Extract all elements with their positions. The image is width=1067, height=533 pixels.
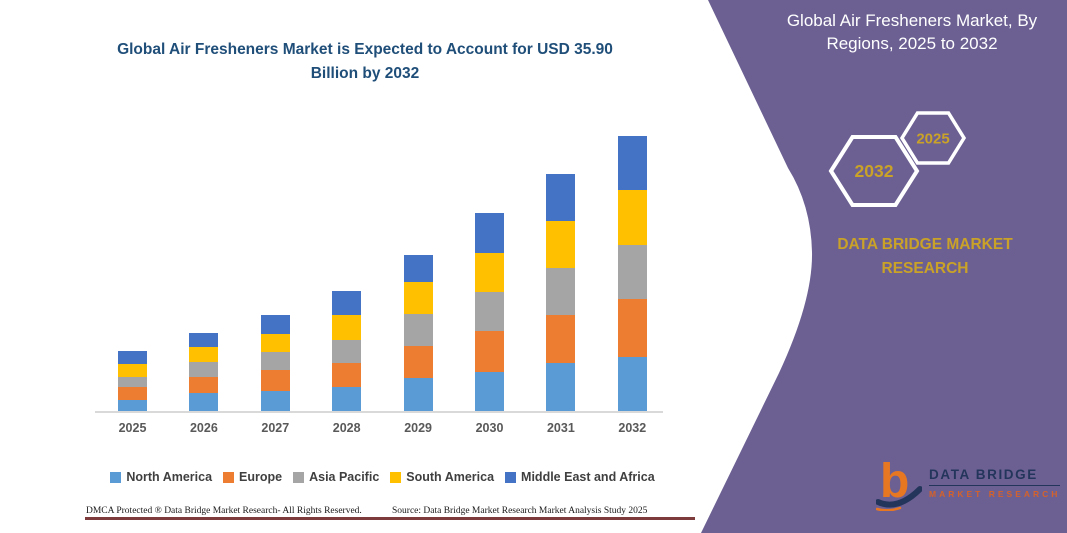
bar-segment-asia-pacific-2026 (189, 362, 219, 378)
bar-segment-north-america-2030 (475, 371, 504, 411)
years-hexagons: 2032 2025 (828, 111, 967, 207)
hexagon-2025 (899, 111, 967, 165)
hexagon-2032-label: 2032 (855, 161, 894, 181)
bar-segment-europe-2025 (118, 386, 147, 401)
legend-item-middle-east-and-africa: Middle East and Africa (505, 470, 655, 484)
bar-segment-middle-east-and-africa-2026 (189, 332, 219, 347)
bar-segment-north-america-2027 (260, 391, 290, 411)
legend-item-asia-pacific: Asia Pacific (293, 470, 379, 484)
bar-segment-europe-2030 (475, 331, 504, 372)
company-logo: b DATA BRIDGE MARKET RESEARCH (876, 455, 1061, 511)
footer-divider-line (85, 517, 695, 520)
x-axis-line (95, 411, 663, 413)
chart-title: Global Air Fresheners Market is Expected… (117, 41, 613, 83)
legend-swatch-north-america (110, 471, 122, 483)
bar-segment-middle-east-and-africa-2025 (118, 351, 147, 365)
logo-line2: MARKET RESEARCH (929, 489, 1061, 499)
legend: North America Europe Asia Pacific South Ame… (95, 470, 670, 484)
bar-segment-asia-pacific-2028 (332, 339, 362, 363)
bar-segment-south-america-2026 (189, 346, 219, 362)
bar-2026 (189, 332, 219, 411)
bar-segment-asia-pacific-2030 (475, 292, 504, 332)
bar-segment-south-america-2028 (332, 315, 362, 340)
legend-swatch-europe (223, 471, 235, 483)
bar-segment-south-america-2032 (617, 189, 647, 245)
bar-segment-asia-pacific-2027 (260, 352, 290, 371)
logo-line1: DATA BRIDGE (929, 467, 1061, 486)
legend-item-europe: Europe (223, 470, 282, 484)
bar-segment-north-america-2028 (332, 386, 362, 411)
logo-text: DATA BRIDGE MARKET RESEARCH (929, 467, 1061, 499)
logo-b-icon: b (876, 455, 922, 511)
legend-item-south-america: South America (390, 470, 494, 484)
bar-segment-asia-pacific-2031 (546, 267, 576, 315)
x-axis-label-2032: 2032 (618, 421, 647, 435)
bar-segment-south-america-2030 (475, 253, 504, 293)
bar-segment-south-america-2027 (260, 333, 290, 353)
bar-segment-europe-2026 (189, 377, 219, 394)
legend-label-middle-east-and-africa: Middle East and Africa (521, 470, 655, 484)
bar-segment-south-america-2029 (403, 282, 433, 315)
bar-segment-north-america-2026 (189, 393, 219, 411)
bar-segment-europe-2028 (332, 362, 362, 387)
bar-2029 (403, 254, 433, 411)
bar-segment-asia-pacific-2029 (403, 314, 433, 346)
bar-segment-europe-2027 (260, 370, 290, 392)
hexagon-2032 (828, 135, 920, 207)
bar-segment-europe-2032 (617, 299, 647, 358)
bar-2030 (475, 212, 504, 411)
bar-2025 (118, 351, 147, 411)
bar-segment-asia-pacific-2032 (617, 244, 647, 300)
x-axis-label-2029: 2029 (404, 421, 432, 435)
legend-label-europe: Europe (239, 470, 283, 484)
bar-segment-middle-east-and-africa-2030 (475, 212, 504, 254)
footer-dmca-text: DMCA Protected ® Data Bridge Market Rese… (86, 506, 362, 516)
legend-item-north-america: North America (110, 470, 212, 484)
bar-segment-north-america-2031 (546, 362, 576, 411)
brand-text: DATA BRIDGE MARKET RESEARCH (837, 236, 1013, 278)
bar-segment-middle-east-and-africa-2028 (332, 290, 362, 316)
x-axis-label-2027: 2027 (261, 421, 290, 435)
bar-segment-south-america-2031 (546, 221, 576, 268)
bar-segment-north-america-2032 (617, 357, 647, 411)
x-axis-label-2026: 2026 (189, 421, 218, 435)
bar-segment-europe-2029 (403, 345, 433, 379)
bar-2032 (617, 136, 647, 411)
bar-2027 (260, 314, 290, 411)
bar-segment-south-america-2025 (118, 364, 147, 377)
bar-segment-asia-pacific-2025 (118, 376, 147, 387)
legend-label-asia-pacific: Asia Pacific (309, 470, 380, 484)
bar-2028 (332, 290, 362, 411)
legend-swatch-asia-pacific (293, 471, 305, 483)
x-axis-label-2028: 2028 (332, 421, 361, 435)
legend-label-north-america: North America (126, 470, 213, 484)
bar-segment-europe-2031 (546, 314, 576, 363)
footer-source-text: Source: Data Bridge Market Research Mark… (392, 506, 648, 516)
bar-2031 (546, 173, 576, 411)
bar-segment-middle-east-and-africa-2029 (403, 254, 433, 283)
bar-segment-north-america-2025 (118, 400, 147, 411)
x-axis-labels: 2025 2026 2027 2028 2029 2030 2031 2032 (95, 421, 667, 439)
legend-swatch-south-america (390, 471, 402, 483)
bar-segment-north-america-2029 (403, 378, 433, 411)
x-axis-label-2025: 2025 (118, 421, 147, 435)
bar-segment-middle-east-and-africa-2031 (546, 173, 576, 222)
legend-label-south-america: South America (406, 470, 495, 484)
side-panel-title: Global Air Fresheners Market, By Regions… (786, 11, 1038, 53)
x-axis-label-2030: 2030 (475, 421, 504, 435)
hexagon-2025-label: 2025 (916, 131, 949, 148)
bar-segment-middle-east-and-africa-2027 (260, 314, 290, 334)
legend-swatch-middle-east-and-africa (505, 471, 517, 483)
bar-segment-middle-east-and-africa-2032 (617, 136, 647, 190)
x-axis-label-2031: 2031 (546, 421, 575, 435)
plot-area (95, 125, 667, 413)
